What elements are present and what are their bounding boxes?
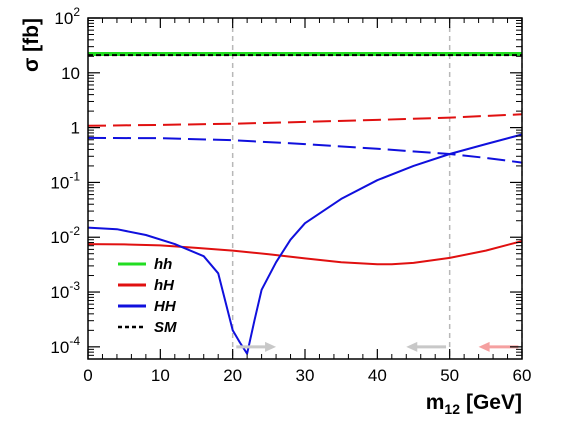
y-tick-label-base: 10 bbox=[50, 173, 69, 192]
legend-entry-hh: hh bbox=[118, 256, 172, 273]
arrow-head-0 bbox=[265, 341, 277, 352]
x-tick-label: 40 bbox=[368, 366, 387, 385]
x-tick-label: 50 bbox=[440, 366, 459, 385]
legend-label-hh: hH bbox=[154, 277, 175, 294]
x-tick-label: 30 bbox=[296, 366, 315, 385]
legend-label-hh: hh bbox=[154, 256, 172, 273]
legend-entry-sm: SM bbox=[118, 319, 177, 336]
series-lines bbox=[87, 52, 523, 355]
x-tick-label: 60 bbox=[513, 366, 532, 385]
x-tick-label: 0 bbox=[83, 366, 92, 385]
y-tick-label: 102 bbox=[54, 5, 80, 28]
y-tick-label-base: 10 bbox=[61, 64, 80, 83]
legend-label-sm: SM bbox=[154, 319, 177, 336]
x-tick-label: 20 bbox=[223, 366, 242, 385]
arrow-1 bbox=[406, 341, 447, 352]
y-tick-label: 10-3 bbox=[50, 279, 80, 302]
y-tick-label-exponent: -4 bbox=[69, 334, 80, 348]
y-tick-label: 10-2 bbox=[50, 224, 80, 247]
x-axis-label: m12 [GeV] bbox=[426, 391, 522, 417]
x-axis-label-subscript: 12 bbox=[444, 401, 460, 417]
y-tick-label-base: 1 bbox=[71, 119, 80, 138]
y-tick-label: 10-4 bbox=[50, 334, 80, 357]
arrow-head-1 bbox=[406, 341, 418, 352]
arrow-head-2 bbox=[478, 341, 490, 352]
legend-entry-hh: hH bbox=[118, 277, 175, 294]
y-tick-label-base: 10 bbox=[54, 9, 73, 28]
series-line-hh-solid-3 bbox=[87, 133, 523, 355]
y-tick-label: 10-1 bbox=[50, 169, 80, 192]
x-axis-label-main: m bbox=[426, 391, 445, 414]
y-tick-label-exponent: 2 bbox=[73, 5, 80, 19]
x-axis-label-unit: [GeV] bbox=[466, 391, 522, 414]
y-tick-label-base: 10 bbox=[50, 228, 69, 247]
legend-entry-hh: HH bbox=[118, 298, 177, 315]
y-tick-label: 10 bbox=[61, 64, 80, 83]
y-axis-label: σ [fb] bbox=[20, 18, 43, 72]
legend: hh hH HH SM bbox=[118, 256, 177, 336]
legend-label-hh: HH bbox=[154, 298, 177, 315]
y-tick-label-base: 10 bbox=[50, 338, 69, 357]
series-line-hh-dashed-4 bbox=[87, 136, 523, 164]
arrow-0 bbox=[236, 341, 277, 352]
y-tick-label: 1 bbox=[71, 119, 80, 138]
y-tick-label-exponent: -3 bbox=[69, 279, 80, 293]
y-tick-label-exponent: -2 bbox=[69, 224, 80, 238]
arrows bbox=[236, 341, 519, 352]
y-tick-label-exponent: -1 bbox=[69, 169, 80, 183]
vertical-reference-lines bbox=[231, 18, 523, 359]
series-line-hh-dashed-2 bbox=[87, 113, 523, 127]
x-tick-label: 10 bbox=[151, 366, 170, 385]
y-tick-label-base: 10 bbox=[50, 283, 69, 302]
series-line-hh-solid-1 bbox=[87, 240, 523, 266]
